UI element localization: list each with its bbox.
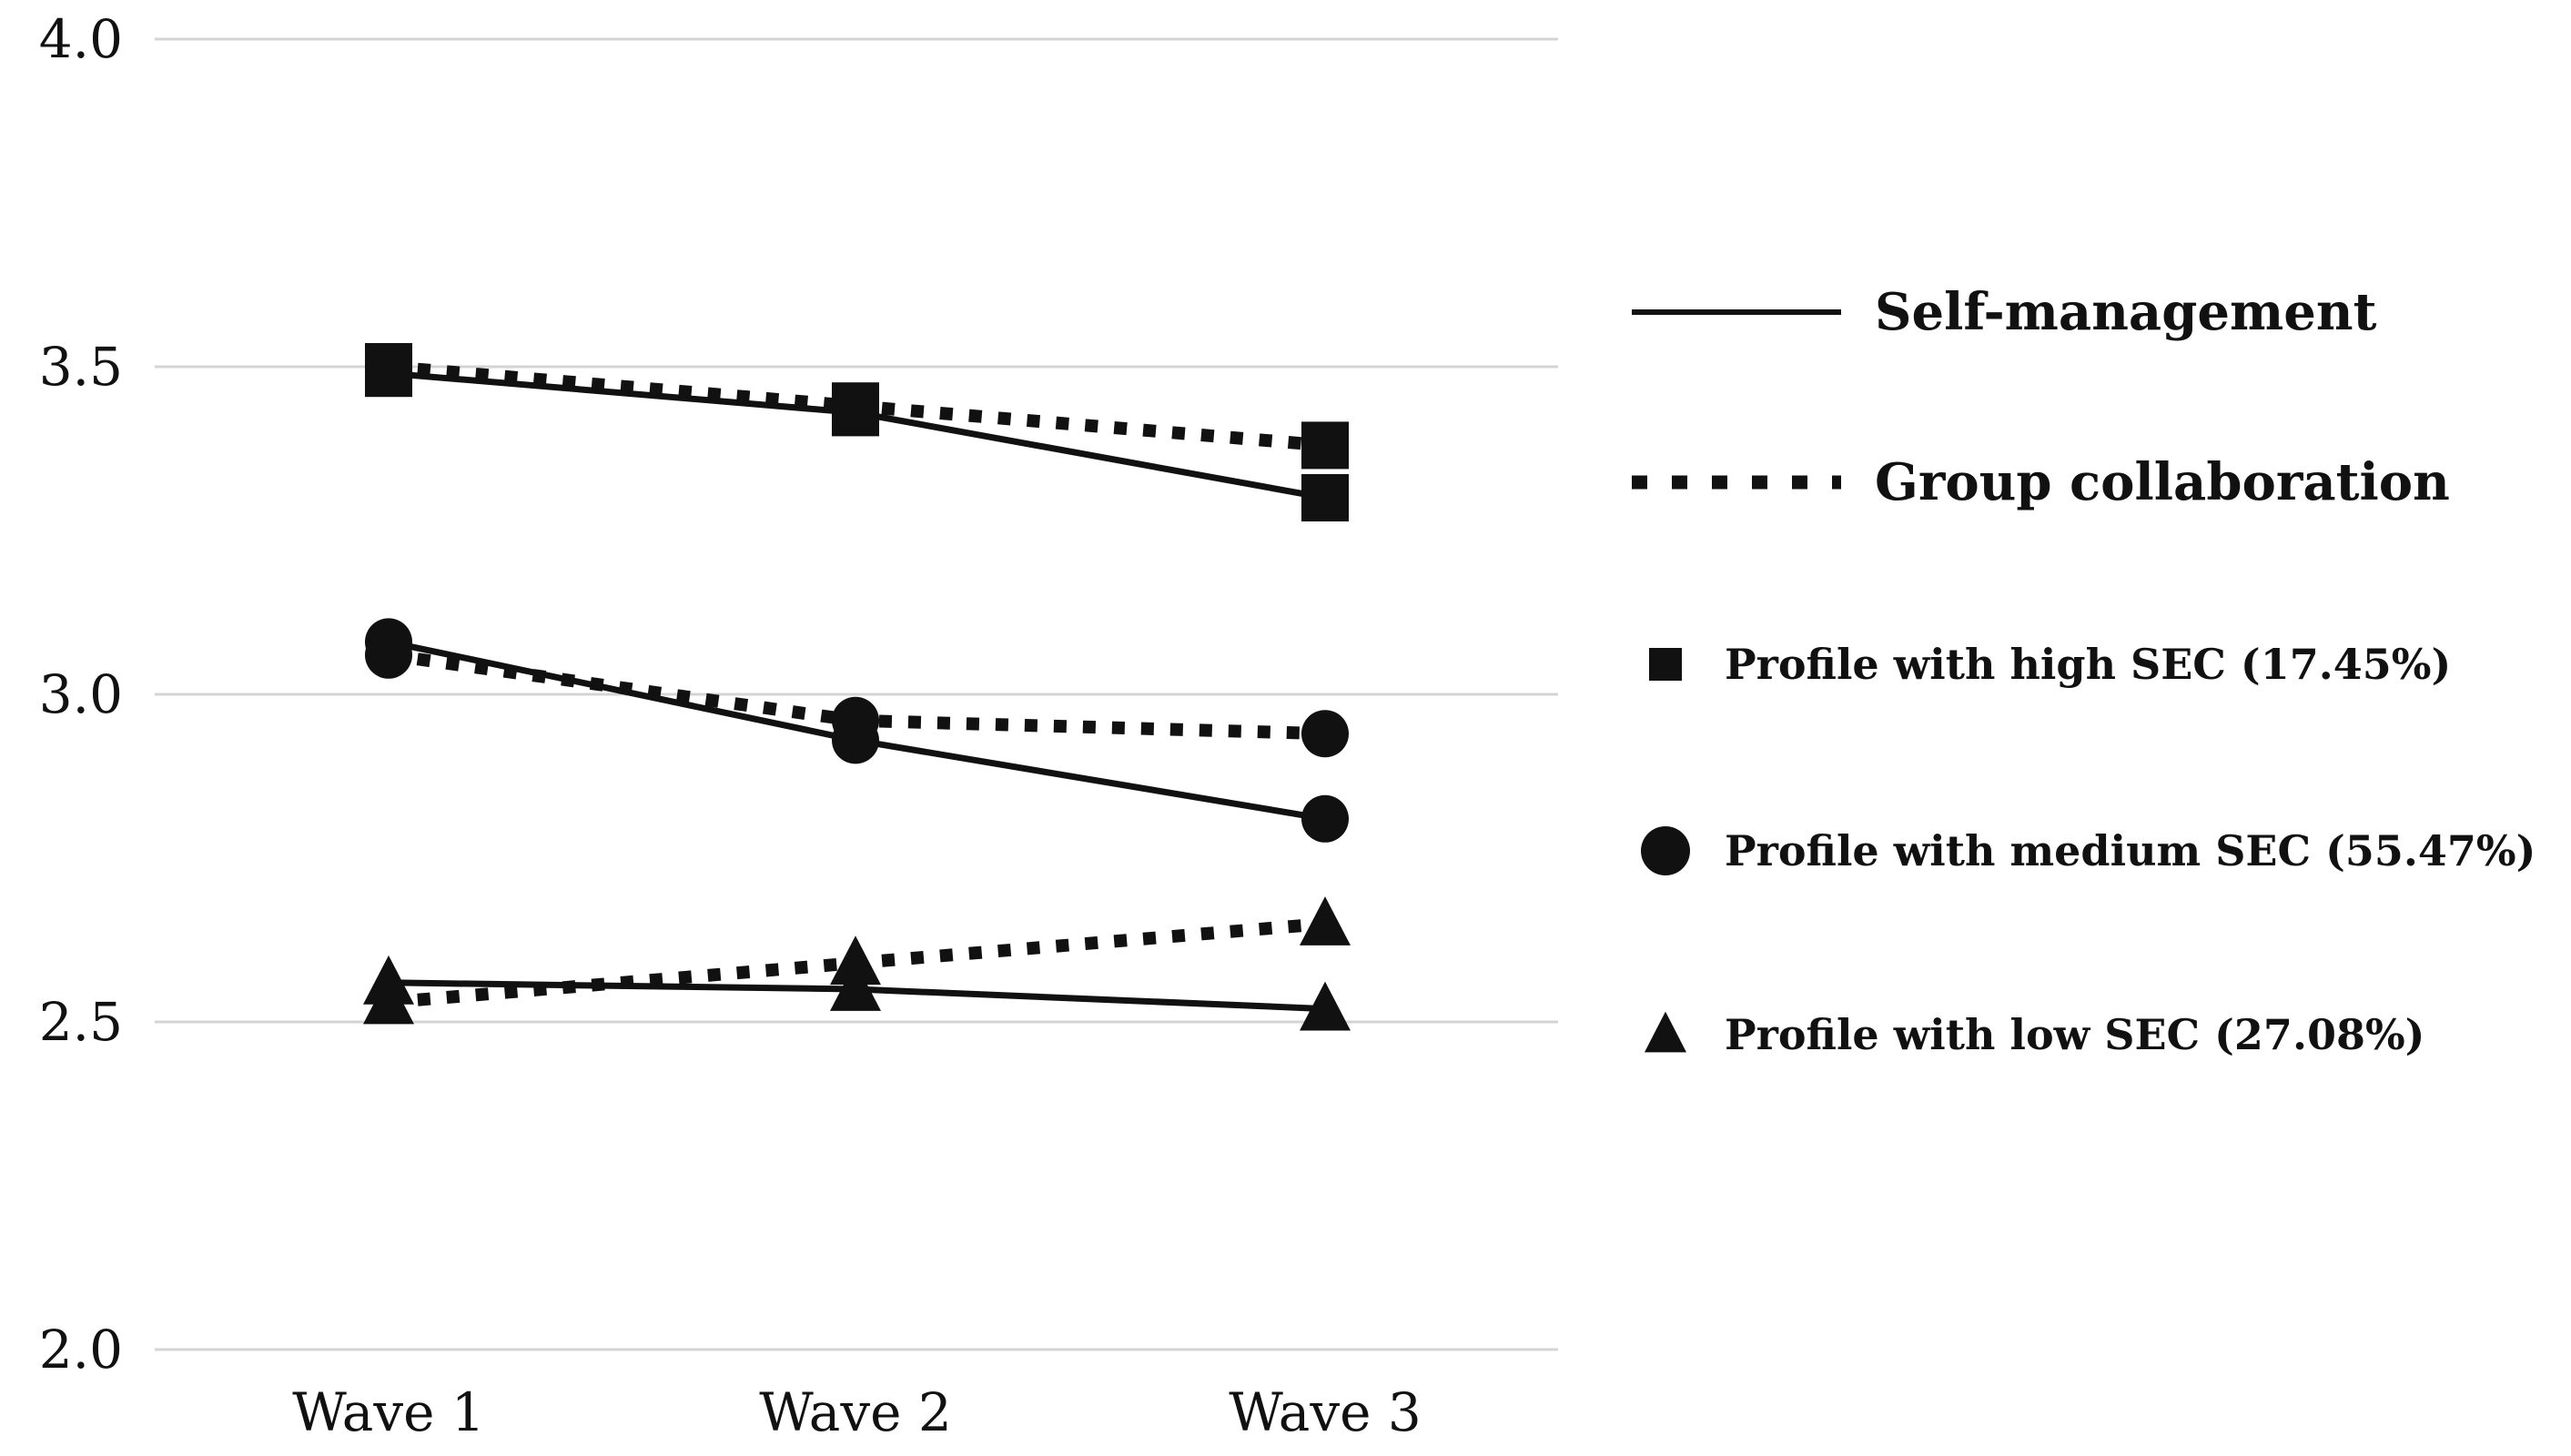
legend-label-medium-sec: Profile with medium SEC (55.47%) (1725, 826, 2536, 875)
y-tick-label: 2.5 (39, 991, 123, 1053)
data-point-low-triangle (1300, 981, 1351, 1031)
legend-label-self-management: Self-management (1875, 282, 2377, 342)
data-point-high-square (1301, 421, 1349, 470)
y-tick-label: 3.5 (39, 336, 123, 398)
data-point-medium-circle (1301, 710, 1349, 758)
data-point-medium-circle (1301, 794, 1349, 843)
legend-label-low-sec: Profile with low SEC (27.08%) (1725, 1010, 2424, 1059)
legend-marker-medium-circle (1641, 826, 1690, 875)
x-tick-label: Wave 2 (759, 1381, 952, 1443)
legend-marker-high-square (1649, 648, 1682, 681)
data-point-medium-circle (832, 696, 879, 744)
y-tick-label: 2.0 (39, 1319, 123, 1380)
x-tick-label: Wave 3 (1229, 1381, 1422, 1443)
y-tick-label: 3.0 (39, 663, 123, 725)
data-point-medium-circle (365, 631, 412, 679)
data-point-low-triangle (830, 962, 881, 1011)
legend-marker-low-triangle (1645, 1011, 1686, 1053)
legend: Self-management Group collaboration Profil… (1632, 282, 2536, 1059)
x-axis-ticks: Wave 1 Wave 2 Wave 3 (292, 1381, 1422, 1443)
x-tick-label: Wave 1 (292, 1381, 485, 1443)
data-point-low-triangle (830, 935, 881, 986)
data-point-low-triangle (363, 975, 414, 1025)
data-point-high-square (832, 382, 879, 430)
series-lines (388, 360, 1326, 1013)
y-tick-label: 4.0 (39, 8, 123, 70)
data-point-high-square (365, 343, 412, 390)
y-axis-ticks: 2.0 2.5 3.0 3.5 4.0 (39, 8, 123, 1380)
legend-label-group-collaboration: Group collaboration (1875, 452, 2450, 512)
data-point-low-triangle (1300, 896, 1351, 945)
gridlines (155, 37, 1558, 1351)
data-point-high-square (1301, 474, 1349, 521)
legend-label-high-sec: Profile with high SEC (17.45%) (1725, 640, 2451, 689)
series-markers (363, 343, 1351, 1031)
